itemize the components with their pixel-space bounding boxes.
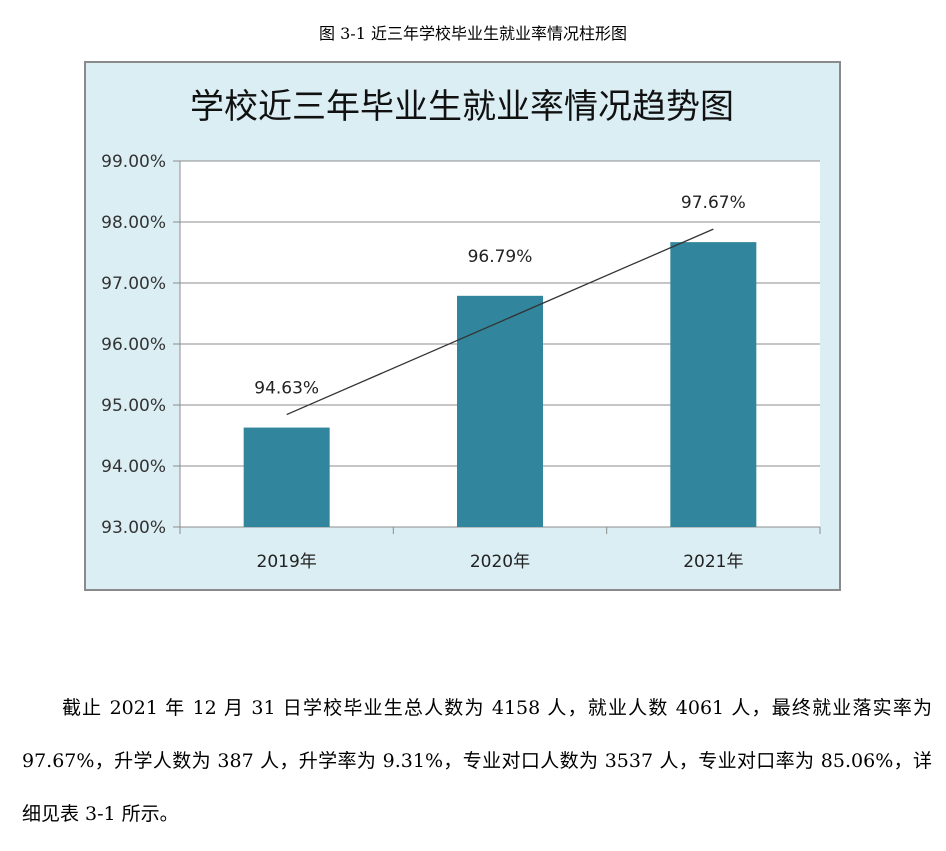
y-tick-label: 93.00% [101, 518, 166, 538]
y-tick-label: 95.00% [101, 396, 166, 416]
data-label: 96.79% [468, 247, 533, 267]
x-tick-label: 2019年 [257, 552, 317, 572]
figure-caption: 图 3-1 近三年学校毕业生就业率情况柱形图 [319, 24, 627, 43]
employment-rate-chart: 学校近三年毕业生就业率情况趋势图 93.00% 94.00% 95.00% 96.00… [84, 61, 841, 591]
data-label: 97.67% [681, 193, 746, 213]
chart-title: 学校近三年毕业生就业率情况趋势图 [190, 87, 734, 127]
y-tick-label: 97.00% [101, 274, 166, 294]
y-tick-label: 98.00% [101, 213, 166, 233]
bar-2019年 [243, 427, 330, 527]
trendline [286, 228, 714, 416]
bar-2021年 [670, 242, 757, 527]
data-label: 94.63% [254, 379, 319, 399]
x-tick-label: 2020年 [470, 552, 530, 572]
y-tick-label: 99.00% [101, 152, 166, 172]
x-tick-label: 2021年 [683, 552, 743, 572]
y-tick-label: 94.00% [101, 457, 166, 477]
bar-2020年 [457, 295, 543, 527]
y-tick-label: 96.00% [101, 335, 166, 355]
body-paragraph: 截止 2021 年 12 月 31 日学校毕业生总人数为 4158 人，就业人数… [22, 697, 932, 825]
